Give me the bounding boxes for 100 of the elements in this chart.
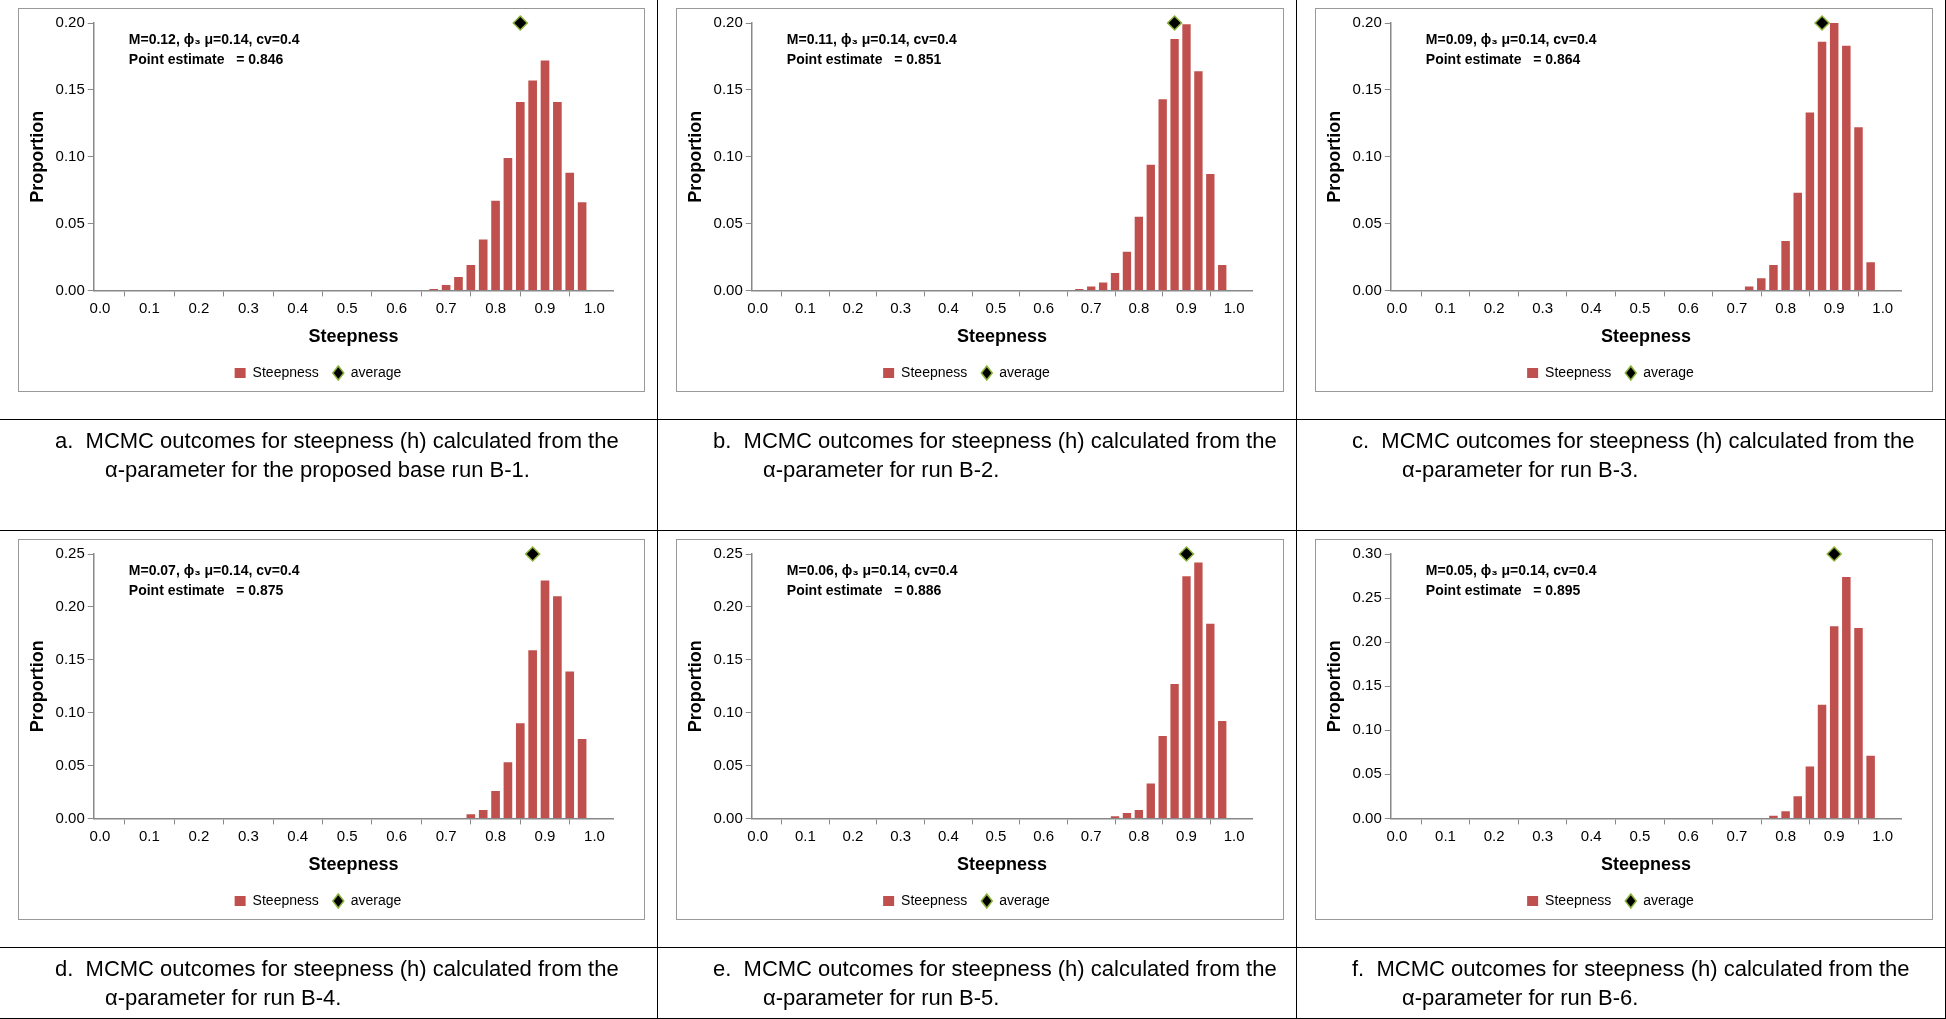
y-tick-label: 0.05 <box>713 755 743 773</box>
y-tick-label: 0.10 <box>55 702 85 720</box>
x-tick-label: 0.8 <box>1128 826 1150 844</box>
bar <box>478 809 488 818</box>
bar <box>1817 704 1827 818</box>
y-tick-label: 0.15 <box>55 649 85 667</box>
x-tick-label: 0.0 <box>747 298 769 316</box>
bar <box>1218 265 1227 290</box>
x-tick-label: 0.8 <box>485 826 506 844</box>
x-tick-label: 0.2 <box>1483 826 1505 844</box>
y-tick-label: 0.15 <box>1352 79 1382 97</box>
bar <box>528 650 537 818</box>
x-tick-label: 1.0 <box>584 826 605 844</box>
bar <box>1146 164 1155 290</box>
bar <box>577 202 587 290</box>
x-tick-label: 0.6 <box>1033 826 1055 844</box>
x-tick-label: 0.4 <box>1580 298 1602 316</box>
bar <box>1793 796 1802 818</box>
bar <box>577 739 587 818</box>
x-tick-label: 0.2 <box>188 826 210 844</box>
bar <box>1854 628 1863 818</box>
y-axis-title: Proportion <box>1323 640 1344 733</box>
bar <box>466 814 476 818</box>
x-tick-label: 0.2 <box>188 298 210 316</box>
x-tick-label: 0.5 <box>336 826 358 844</box>
x-tick-label: 0.8 <box>1775 298 1797 316</box>
x-tick-label: 0.4 <box>937 826 959 844</box>
bar <box>1170 39 1179 290</box>
x-tick-label: 0.3 <box>1532 826 1554 844</box>
y-axis-title: Proportion <box>26 640 47 733</box>
y-tick-label: 0.20 <box>55 597 85 615</box>
x-axis-title: Steepness <box>308 854 399 875</box>
legend-label: average <box>999 891 1051 908</box>
bar <box>1793 192 1802 290</box>
y-tick-label: 0.00 <box>713 280 743 298</box>
y-tick-label: 0.20 <box>713 597 743 615</box>
annotation: Point estimate = 0.864 <box>1425 50 1581 67</box>
x-tick-label: 0.8 <box>1775 826 1797 844</box>
y-tick-label: 0.00 <box>55 808 85 826</box>
x-tick-label: 0.3 <box>237 298 259 316</box>
bar <box>1218 721 1227 818</box>
y-axis-title: Proportion <box>684 640 705 733</box>
bar <box>515 101 525 290</box>
y-axis-title: Proportion <box>26 110 47 203</box>
bar <box>1087 286 1096 290</box>
legend-label: Steepness <box>1545 891 1612 908</box>
y-tick-label: 0.05 <box>1352 213 1382 231</box>
bar <box>1866 262 1875 290</box>
annotation: M=0.11, ϕ₃ μ=0.14, cv=0.4 <box>786 30 957 47</box>
x-tick-label: 0.6 <box>386 826 408 844</box>
legend-label: average <box>999 363 1051 380</box>
x-tick-label: 0.2 <box>842 298 864 316</box>
x-tick-label: 0.1 <box>138 298 160 316</box>
bar <box>1842 576 1851 818</box>
legend-label: average <box>350 363 402 380</box>
y-tick-label: 0.00 <box>713 808 743 826</box>
x-tick-label: 0.9 <box>1823 826 1845 844</box>
y-tick-label: 0.10 <box>1352 146 1382 164</box>
x-tick-label: 0.1 <box>794 298 816 316</box>
x-axis-title: Steepness <box>1600 854 1691 875</box>
y-tick-label: 0.20 <box>713 13 743 31</box>
annotation: Point estimate = 0.895 <box>1425 581 1581 598</box>
x-tick-label: 0.1 <box>1435 826 1456 844</box>
annotation: M=0.09, ϕ₃ μ=0.14, cv=0.4 <box>1425 30 1597 47</box>
legend-label: Steepness <box>1545 363 1612 380</box>
bar <box>515 723 525 818</box>
text: b. MCMC outcomes for steepness (h) calculated from the α-parameter for run B-2. <box>658 419 1296 530</box>
y-tick-label: 0.10 <box>55 146 85 164</box>
x-axis-title: Steepness <box>956 854 1047 875</box>
x-tick-label: 0.9 <box>1176 298 1197 316</box>
bar <box>1829 626 1839 818</box>
y-axis-title: Proportion <box>684 110 705 203</box>
bar <box>478 239 488 290</box>
x-tick-label: 0.7 <box>1080 826 1102 844</box>
x-tick-label: 0.5 <box>1629 298 1651 316</box>
x-tick-label: 1.0 <box>1872 826 1894 844</box>
bar <box>1182 576 1191 818</box>
y-tick-label: 0.15 <box>713 649 743 667</box>
x-tick-label: 0.6 <box>1677 826 1699 844</box>
x-tick-label: 0.7 <box>435 298 457 316</box>
x-tick-label: 0.7 <box>1726 298 1748 316</box>
x-tick-label: 0.4 <box>937 298 959 316</box>
bar <box>1757 278 1766 290</box>
x-tick-label: 0.8 <box>485 298 506 316</box>
x-tick-label: 0.0 <box>89 826 111 844</box>
x-tick-label: 0.4 <box>1580 826 1602 844</box>
x-tick-label: 1.0 <box>1223 826 1245 844</box>
bar <box>540 60 550 290</box>
x-tick-label: 1.0 <box>1872 298 1894 316</box>
y-tick-label: 0.00 <box>1352 808 1382 826</box>
x-tick-label: 0.0 <box>1386 298 1408 316</box>
bar <box>1158 735 1167 818</box>
bar <box>1781 240 1790 290</box>
text: d. MCMC outcomes for steepness (h) calculated from the α-parameter for run B-4. <box>0 947 657 1018</box>
x-tick-label: 0.2 <box>1483 298 1505 316</box>
bar <box>528 80 537 290</box>
x-tick-label: 0.5 <box>985 826 1007 844</box>
x-tick-label: 0.5 <box>985 298 1007 316</box>
x-tick-label: 0.1 <box>138 826 160 844</box>
annotation: M=0.06, ϕ₃ μ=0.14, cv=0.4 <box>786 561 958 578</box>
